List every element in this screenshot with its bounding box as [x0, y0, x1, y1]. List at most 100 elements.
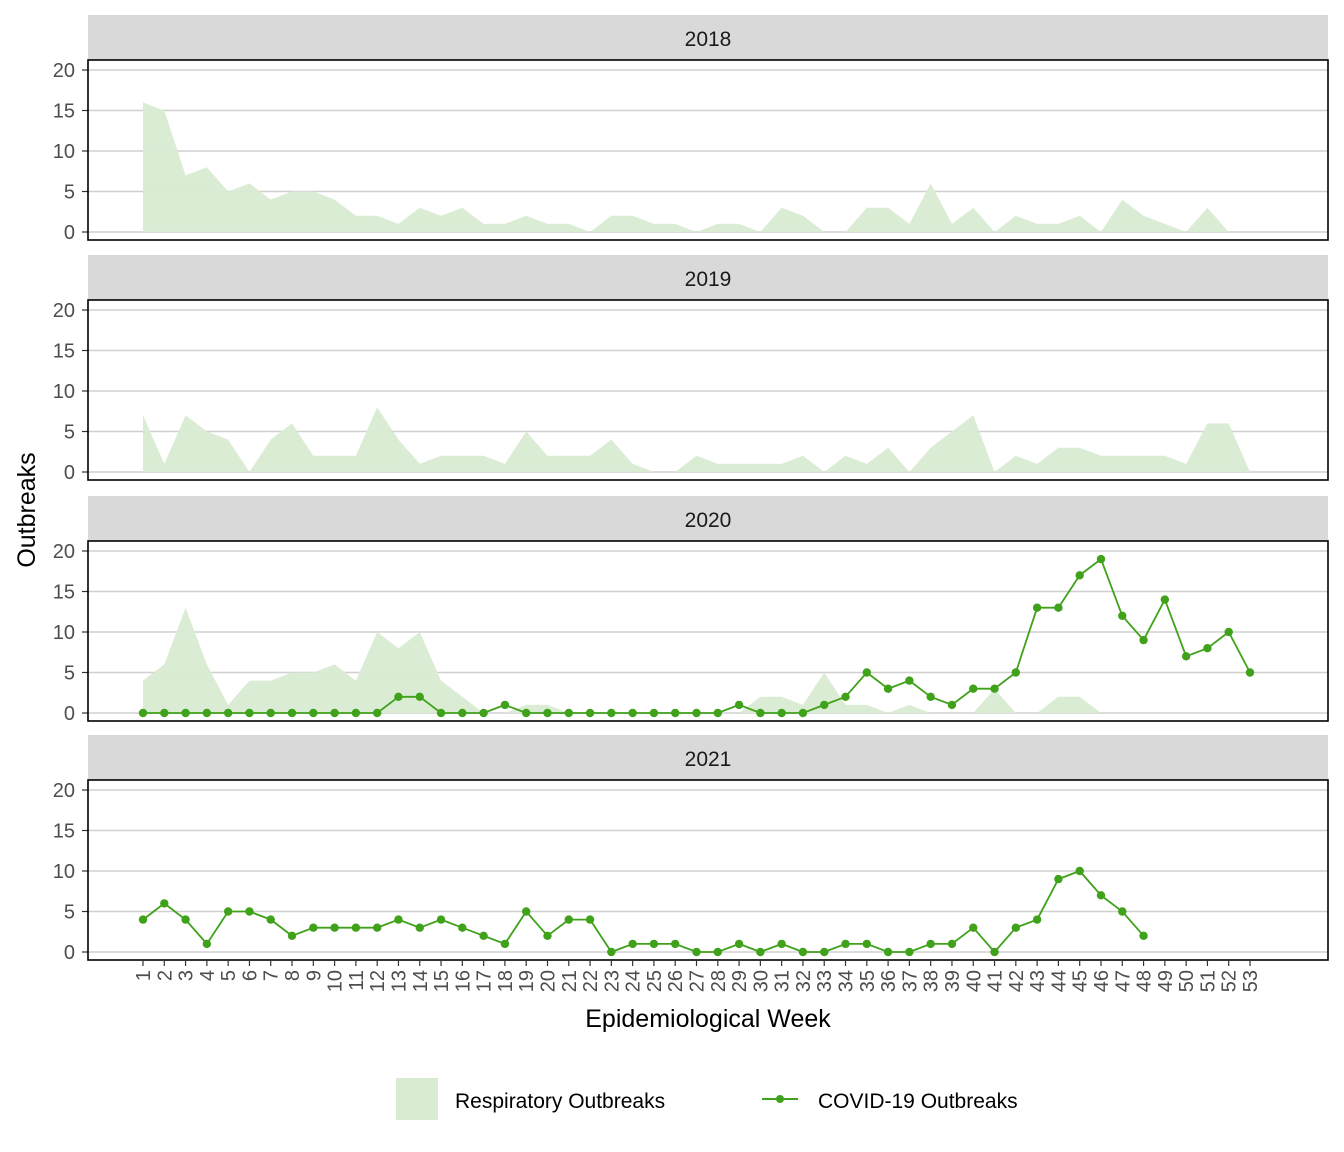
covid-point	[1118, 907, 1127, 916]
y-tick-label: 0	[64, 942, 75, 964]
covid-point	[436, 708, 446, 718]
x-tick-label: 29	[729, 970, 751, 992]
legend-label-covid: COVID-19 Outbreaks	[818, 1090, 1018, 1113]
facet-strip	[88, 496, 1328, 541]
x-tick-label: 51	[1197, 970, 1219, 992]
x-axis-title: Epidemiological Week	[585, 1005, 831, 1033]
x-tick-label: 10	[325, 970, 347, 992]
y-tick-label: 0	[64, 222, 75, 244]
x-tick-label: 4	[197, 970, 219, 981]
covid-point	[1075, 571, 1084, 580]
covid-point	[841, 692, 850, 701]
covid-point	[479, 708, 488, 718]
covid-point	[756, 708, 765, 718]
legend-key-covid-point	[776, 1095, 784, 1103]
respiratory-area	[143, 607, 1101, 713]
x-tick-label: 16	[452, 970, 474, 992]
y-tick-label: 5	[64, 182, 75, 204]
x-tick-label: 22	[580, 970, 602, 992]
covid-point	[1139, 931, 1148, 940]
respiratory-area	[143, 102, 1229, 233]
covid-point	[1011, 668, 1021, 677]
y-tick-label: 5	[64, 902, 75, 924]
x-tick-label: 52	[1219, 970, 1241, 992]
covid-point	[181, 708, 190, 718]
facet-strip	[88, 735, 1328, 780]
covid-point	[543, 708, 552, 718]
covid-point	[607, 708, 616, 718]
x-tick-label: 38	[921, 970, 943, 992]
covid-point	[266, 915, 275, 924]
x-tick-label: 7	[261, 970, 283, 981]
covid-point	[500, 700, 510, 710]
covid-point	[905, 676, 914, 685]
covid-point	[628, 708, 637, 718]
covid-point	[1245, 668, 1255, 677]
covid-point	[202, 708, 212, 718]
covid-point	[202, 939, 212, 949]
x-tick-label: 18	[495, 970, 517, 992]
x-tick-label: 30	[750, 970, 772, 992]
panel-2018: 2018 0 5 10 15 20	[53, 15, 1329, 244]
covid-point	[521, 907, 531, 916]
covid-point	[1054, 603, 1063, 612]
x-tick-label: 27	[687, 970, 709, 992]
x-tick-label: 39	[942, 970, 964, 992]
covid-point	[394, 692, 403, 701]
x-tick-label: 3	[176, 970, 198, 981]
y-tick-label: 20	[53, 541, 75, 563]
covid-point	[330, 923, 339, 932]
facet-strip-label: 2019	[685, 268, 732, 291]
covid-point	[969, 684, 978, 693]
covid-point	[138, 708, 148, 718]
covid-point	[372, 708, 382, 718]
covid-point	[734, 700, 744, 710]
x-tick-label: 14	[410, 970, 432, 992]
y-tick-label: 15	[53, 101, 75, 123]
covid-point	[1181, 652, 1191, 661]
y-tick-label: 15	[53, 341, 75, 363]
panel-2020: 2020 0 5 10 15 20	[53, 496, 1329, 725]
covid-point	[372, 923, 382, 932]
x-tick-label: 5	[218, 970, 240, 981]
covid-point	[990, 947, 999, 957]
covid-point	[756, 947, 765, 957]
covid-point	[351, 923, 361, 932]
covid-point	[436, 915, 446, 924]
x-tick-label: 9	[303, 970, 325, 981]
legend-label-respiratory: Respiratory Outbreaks	[455, 1090, 665, 1113]
x-tick-label: 26	[665, 970, 687, 992]
x-tick-label: 36	[878, 970, 900, 992]
covid-point	[649, 939, 659, 949]
x-tick-label: 40	[963, 970, 985, 992]
x-tick-label: 37	[899, 970, 921, 992]
covid-point	[138, 915, 148, 924]
covid-point	[777, 708, 786, 718]
covid-point	[969, 923, 978, 932]
covid-point	[181, 915, 190, 924]
covid-point	[692, 947, 701, 957]
x-tick-label: 15	[431, 970, 453, 992]
covid-point	[905, 947, 914, 957]
respiratory-area	[143, 407, 1250, 472]
covid-point	[309, 923, 318, 932]
x-tick-label: 20	[537, 970, 559, 992]
covid-point	[713, 708, 722, 718]
covid-point	[1203, 644, 1212, 653]
covid-point	[309, 708, 318, 718]
covid-point	[841, 939, 850, 949]
covid-point	[1075, 866, 1084, 876]
covid-point	[1096, 891, 1106, 900]
covid-point	[543, 931, 552, 940]
y-tick-label: 10	[53, 141, 75, 163]
covid-point	[862, 668, 872, 677]
x-tick-label: 43	[1027, 970, 1049, 992]
covid-point	[1011, 923, 1021, 932]
x-tick-label: 8	[282, 970, 304, 981]
y-tick-label: 10	[53, 861, 75, 883]
x-tick-label: 6	[239, 970, 261, 981]
y-tick-label: 20	[53, 780, 75, 802]
covid-point	[1054, 874, 1063, 884]
x-tick-label: 23	[601, 970, 623, 992]
covid-point	[607, 947, 616, 957]
